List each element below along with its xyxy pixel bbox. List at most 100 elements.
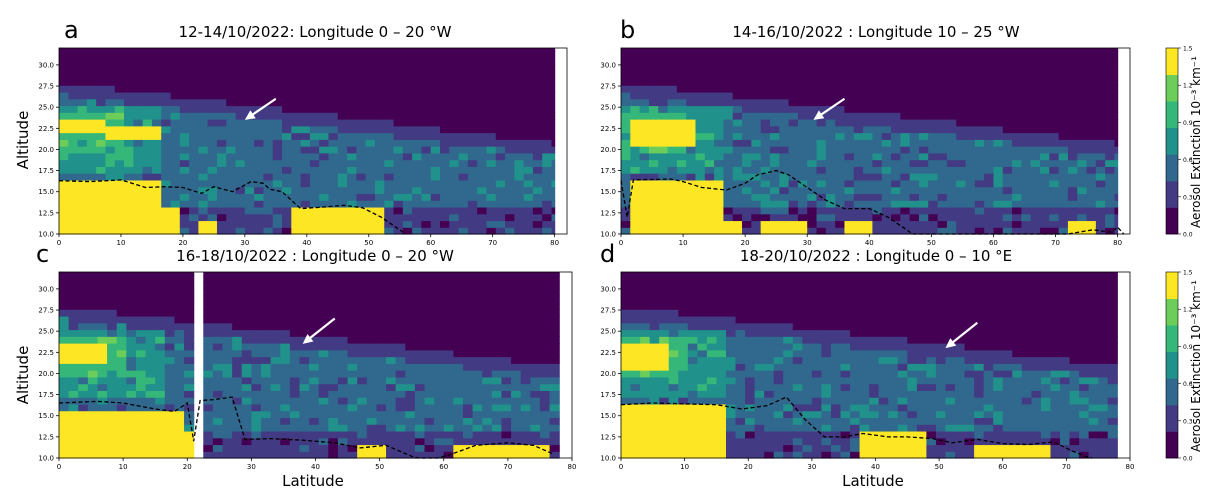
panel-b-heatmap-cell: [956, 193, 967, 201]
panel-b-heatmap-cell: [676, 166, 687, 174]
panel-c-heatmap-cell: [501, 275, 512, 283]
panel-c-heatmap-cell: [116, 410, 127, 419]
panel-a-heatmap-cell: [244, 179, 255, 188]
panel-a-heatmap-cell: [226, 213, 237, 222]
panel-b-heatmap-cell: [639, 220, 650, 228]
panel-b-heatmap-cell: [686, 220, 697, 228]
panel-b-heatmap-cell: [695, 227, 706, 235]
panel-b-heatmap-cell: [742, 186, 752, 195]
panel-c-heatmap-cell: [520, 275, 531, 283]
panel-a-heatmap-cell: [207, 91, 218, 100]
panel-b-heatmap-cell: [732, 71, 743, 80]
panel-b-heatmap-cell: [732, 119, 743, 127]
panel-b-heatmap-cell: [863, 213, 873, 222]
panel-c-heatmap-cell: [395, 275, 406, 283]
panel-d-heatmap-cell: [745, 383, 756, 391]
panel-c-heatmap-cell: [232, 275, 243, 283]
panel-c-heatmap-cell: [376, 349, 387, 358]
panel-a-heatmap-cell: [86, 78, 97, 86]
panel-c-heatmap-cell: [357, 410, 368, 419]
panel-c-heatmap-cell: [357, 272, 368, 276]
panel-a-heatmap-cell: [170, 112, 181, 120]
panel-a-heatmap-cell: [179, 98, 190, 107]
panel-b-heatmap-cell: [863, 193, 873, 201]
panel-a-heatmap-cell: [86, 119, 97, 127]
panel-a-heatmap-cell: [523, 179, 534, 188]
panel-d-heatmap-cell: [735, 403, 746, 412]
panel-a-heatmap-cell: [68, 105, 79, 113]
panel-b-heatmap-cell: [1039, 173, 1050, 181]
panel-a-heatmap-cell: [77, 146, 88, 154]
panel-a-heatmap-cell: [365, 58, 376, 66]
panel-c-heatmap-cell: [135, 343, 147, 351]
panel-a-heatmap-cell: [282, 220, 292, 228]
panel-b-heatmap-cell: [788, 213, 799, 222]
panel-b-heatmap-cell: [993, 98, 1004, 107]
panel-b-ytick-label: 25.0: [600, 104, 616, 112]
panel-d: 0 10 20 30 40 50 60 70 8010.012.515.017.520.022.…: [600, 240, 1134, 490]
panel-b-heatmap-cell: [751, 227, 762, 235]
panel-a-heatmap-cell: [393, 58, 404, 66]
panel-a-heatmap-cell: [133, 193, 144, 201]
panel-c-heatmap-cell: [347, 315, 358, 324]
panel-c-heatmap-cell: [511, 282, 522, 290]
panel-a-heatmap-cell: [393, 200, 404, 208]
panel-c-heatmap-cell: [270, 370, 281, 378]
panel-a-heatmap-cell: [77, 166, 88, 174]
panel-b-heatmap-cell: [974, 166, 985, 174]
panel-c-heatmap-cell: [222, 363, 233, 371]
panel-a-heatmap-cell: [514, 64, 525, 73]
panel-d-heatmap-cell: [640, 275, 651, 283]
panel-a-heatmap-cell: [189, 173, 199, 181]
panel-c-heatmap-cell: [135, 302, 147, 310]
panel-c-heatmap-cell: [107, 295, 118, 304]
panel-c-heatmap-cell: [443, 383, 454, 391]
panel-c-heatmap-cell: [501, 403, 512, 412]
panel-a-heatmap-cell: [216, 58, 227, 66]
panel-c-heatmap-cell: [520, 430, 531, 439]
panel-c-heatmap-cell: [549, 444, 560, 452]
panel-c-heatmap-cell: [511, 309, 522, 317]
panel-c-heatmap-cell: [501, 444, 512, 452]
panel-c-heatmap-cell: [337, 315, 349, 324]
panel-a-heatmap-cell: [244, 125, 255, 134]
panel-b-heatmap-cell: [853, 227, 864, 235]
panel-c-heatmap-cell: [443, 272, 454, 276]
panel-b-heatmap-cell: [993, 193, 1004, 201]
panel-a-heatmap-cell: [319, 105, 330, 113]
panel-c-heatmap-cell: [251, 417, 262, 425]
panel-b-heatmap-cell: [872, 152, 883, 161]
panel-c-heatmap-cell: [434, 444, 445, 452]
panel-a-xtick-label: 60: [426, 239, 435, 247]
panel-b-heatmap-cell: [891, 227, 901, 235]
panel-b-heatmap-cell: [723, 173, 734, 181]
panel-a-heatmap-cell: [86, 179, 97, 188]
panel-b-heatmap-cell: [900, 139, 911, 147]
panel-c-heatmap-cell: [135, 376, 147, 385]
panel-b-heatmap-cell: [732, 48, 743, 52]
panel-b-heatmap-cell: [984, 206, 995, 215]
panel-b-heatmap-cell: [1021, 227, 1032, 235]
panel-a-heatmap-cell: [458, 139, 469, 147]
panel-a-heatmap-cell: [59, 193, 69, 201]
panel-a-heatmap-cell: [421, 146, 432, 154]
panel-a-heatmap-cell: [440, 78, 450, 86]
panel-a-heatmap-cell: [263, 173, 274, 181]
panel-b-heatmap-cell: [1049, 48, 1060, 52]
panel-b-heatmap-cell: [872, 186, 883, 195]
panel-c-heatmap-cell: [241, 444, 252, 452]
panel-c-heatmap-cell: [59, 417, 70, 425]
panel-b-heatmap-cell: [621, 152, 631, 161]
panel-a-heatmap-cell: [263, 132, 274, 140]
panel-b-heatmap-cell: [928, 159, 939, 167]
panel-b-heatmap-cell: [984, 139, 995, 147]
panel-c-heatmap-cell: [155, 336, 166, 344]
panel-b-heatmap-cell: [648, 51, 659, 59]
panel-a-heatmap-cell: [337, 166, 348, 174]
panel-d-heatmap-cell: [659, 383, 670, 391]
panel-c-heatmap-cell: [212, 363, 224, 371]
panel-c-heatmap-cell: [472, 302, 483, 310]
panel-a-heatmap-cell: [532, 132, 543, 140]
panel-d-heatmap-cell: [640, 295, 651, 304]
panel-a-heatmap-cell: [179, 105, 190, 113]
